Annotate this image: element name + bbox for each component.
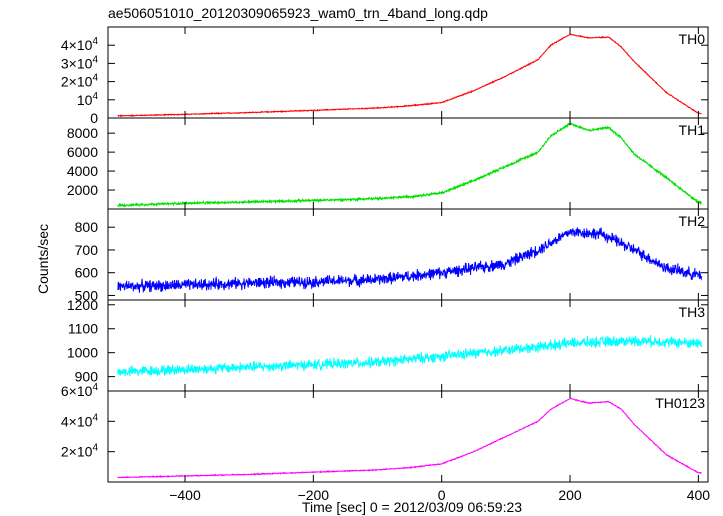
y-tick-label: 2000 xyxy=(67,182,98,198)
panel-label-th3: TH3 xyxy=(679,304,706,320)
panel-label-th0: TH0 xyxy=(679,31,706,47)
y-tick-label: 900 xyxy=(75,369,99,385)
x-tick-label: 0 xyxy=(438,487,446,503)
panel-th1: 2000 4000 6000 8000 TH1 xyxy=(67,117,709,210)
y-axis-label: Counts/sec xyxy=(35,224,51,294)
y-tick-label: 8000 xyxy=(67,125,98,141)
chart-title: ae506051010_20120309065923_wam0_trn_4ban… xyxy=(108,5,488,21)
series-line-th1 xyxy=(117,122,702,208)
x-tick-label: 200 xyxy=(558,487,582,503)
y-tick-label: 2×104 xyxy=(61,73,99,90)
y-tick-label: 600 xyxy=(75,265,99,281)
y-tick-label: 1200 xyxy=(67,297,98,313)
y-tick-label: 6×104 xyxy=(61,382,99,399)
y-tick-label: 4×104 xyxy=(61,36,99,53)
y-tick-label: 800 xyxy=(75,219,99,235)
series-line-th0123 xyxy=(117,397,702,479)
y-tick-label: 700 xyxy=(75,242,99,258)
series-line-th3 xyxy=(117,335,703,377)
x-tick-label: 400 xyxy=(687,487,711,503)
y-tick-label: 104 xyxy=(77,91,99,108)
y-tick-label: 4000 xyxy=(67,163,98,179)
panel-th2: 500 600 700 800 TH2 xyxy=(75,208,709,303)
panel-frame xyxy=(107,26,709,119)
y-tick-label: 500 xyxy=(75,287,99,303)
panel-label-th1: TH1 xyxy=(679,122,706,138)
series-line-th2 xyxy=(117,227,703,293)
y-tick-label: 1100 xyxy=(68,321,98,337)
y-tick-label: 1000 xyxy=(67,345,98,361)
panel-label-th0123: TH0123 xyxy=(655,395,705,411)
panel-th3: 900 1000 1100 1200 TH3 xyxy=(67,297,709,392)
panel-th0123: 2×104 4×104 6×104 TH0123 xyxy=(61,382,709,483)
y-tick-label: 0 xyxy=(90,110,98,126)
x-tick-label: −200 xyxy=(298,487,330,503)
y-tick-label: 2×104 xyxy=(61,443,99,460)
x-tick-label: −400 xyxy=(169,487,201,503)
panel-frame xyxy=(107,390,709,483)
y-tick-label: 3×104 xyxy=(61,54,99,71)
y-tick-label: 4×104 xyxy=(61,412,99,429)
y-tick-label: 6000 xyxy=(67,144,98,160)
panel-label-th2: TH2 xyxy=(679,213,706,229)
x-axis-label: Time [sec] 0 = 2012/03/09 06:59:23 xyxy=(302,499,522,515)
series-line-th0 xyxy=(117,33,702,118)
